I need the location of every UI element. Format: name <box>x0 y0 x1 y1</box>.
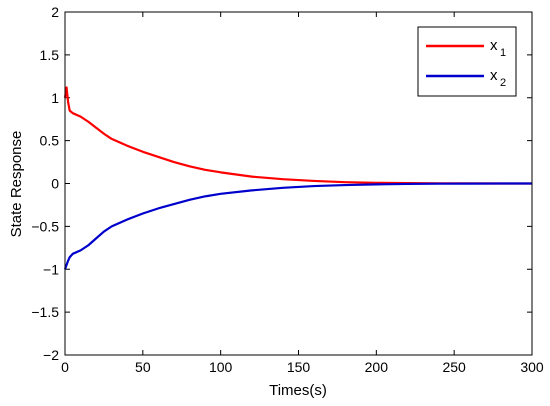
plot-frame <box>64 11 533 356</box>
series-line-x2 <box>63 182 532 270</box>
legend-label-x1: x <box>490 37 498 54</box>
x-tick-label: 100 <box>209 359 233 375</box>
y-tick-label: −1.5 <box>31 304 59 320</box>
legend-subscript-x1: 1 <box>500 47 506 59</box>
legend-box <box>417 26 517 97</box>
x-tick-label: 200 <box>365 359 389 375</box>
x-tick-label: 50 <box>135 359 151 375</box>
y-tick-label: 1 <box>51 90 59 106</box>
x-tick-label: 300 <box>520 359 544 375</box>
x-tick-label: 250 <box>442 359 466 375</box>
legend-label-x2: x <box>490 67 498 84</box>
legend-subscript-x2: 2 <box>500 77 506 89</box>
y-axis-label: State Response <box>8 131 25 238</box>
x-tick-label: 0 <box>61 359 69 375</box>
y-tick-label: −2 <box>43 347 59 363</box>
y-tick-label: −1 <box>43 261 59 277</box>
y-tick-label: 1.5 <box>40 47 60 63</box>
y-tick-label: 2 <box>51 4 59 20</box>
x-tick-label: 150 <box>287 359 311 375</box>
legend: x 1 x 2 <box>417 26 517 97</box>
y-tick-label: 0.5 <box>40 133 60 149</box>
y-tick-label: −0.5 <box>31 218 59 234</box>
series-group <box>63 86 532 270</box>
y-tick-label: 0 <box>51 176 59 192</box>
x-axis-label: Times(s) <box>269 382 327 399</box>
tick-labels: 0 50 100 150 200 250 300 −2 −1.5 −1 −0.5 0 0.5 1 1.5 2 <box>31 4 544 375</box>
